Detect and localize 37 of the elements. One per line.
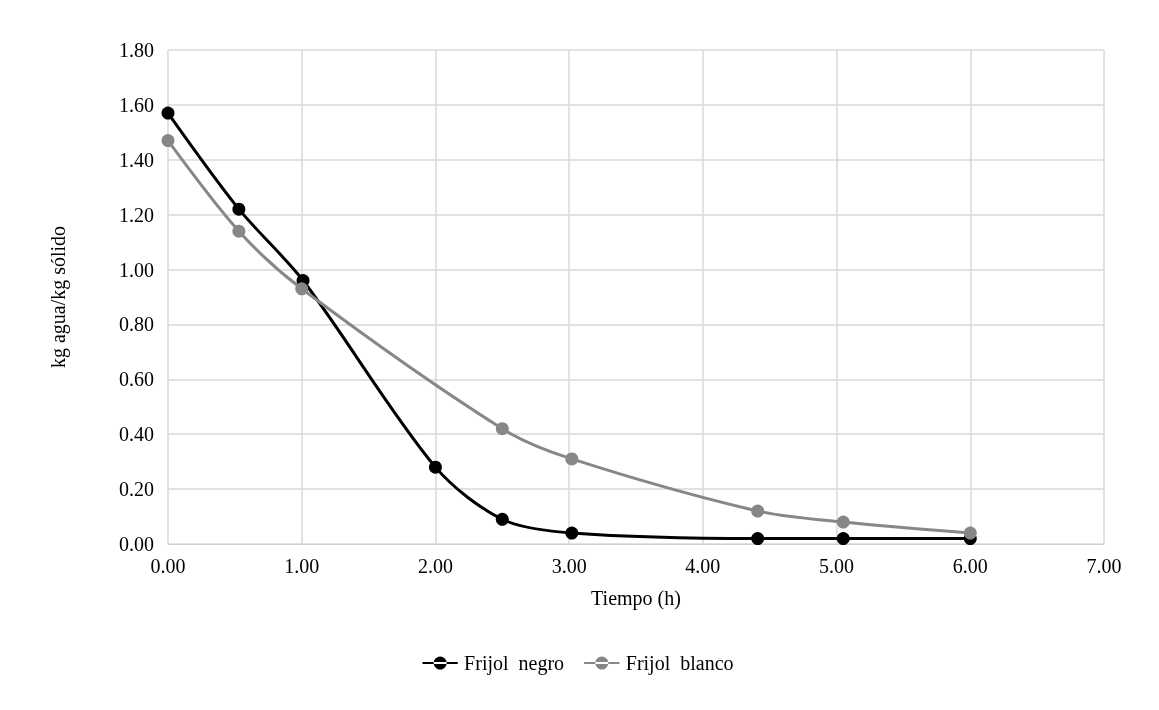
x-tick-label: 4.00 [685, 555, 721, 577]
y-tick-label: 1.80 [119, 39, 154, 61]
y-tick-label: 0.60 [119, 368, 154, 391]
y-tick-label: 0.00 [119, 533, 154, 555]
x-tick-label: 3.00 [551, 555, 587, 577]
y-tick-label: 1.00 [119, 258, 154, 281]
point [963, 526, 977, 540]
point [295, 282, 309, 296]
point [232, 224, 246, 238]
x-tick-label: 6.00 [952, 555, 988, 577]
point [161, 106, 175, 120]
x-tick-label: 5.00 [819, 555, 855, 577]
point [428, 460, 442, 474]
point [232, 202, 246, 216]
point [836, 532, 850, 546]
y-tick-label: 1.20 [119, 203, 154, 226]
y-tick-label: 1.40 [119, 148, 154, 171]
x-tick-label: 0.00 [150, 555, 186, 577]
point [161, 134, 175, 148]
point [751, 504, 765, 518]
y-tick-label: 0.20 [119, 478, 154, 501]
legend-label: Frijol blanco [625, 652, 734, 675]
x-tick-label: 1.00 [284, 555, 320, 577]
x-tick-label: 7.00 [1086, 555, 1122, 577]
point [565, 526, 579, 540]
point [495, 512, 509, 526]
point [836, 515, 850, 529]
legend-label: Frijol negro [464, 652, 565, 675]
y-axis-title: kg agua/kg sólido [47, 225, 70, 369]
point [565, 452, 579, 466]
y-tick-label: 0.40 [119, 423, 154, 446]
point [751, 532, 765, 546]
point [495, 422, 509, 436]
x-tick-label: 2.00 [417, 555, 453, 577]
y-tick-label: 1.60 [119, 93, 154, 116]
x-axis-title: Tiempo (h) [591, 587, 681, 610]
y-tick-label: 0.80 [119, 313, 154, 336]
